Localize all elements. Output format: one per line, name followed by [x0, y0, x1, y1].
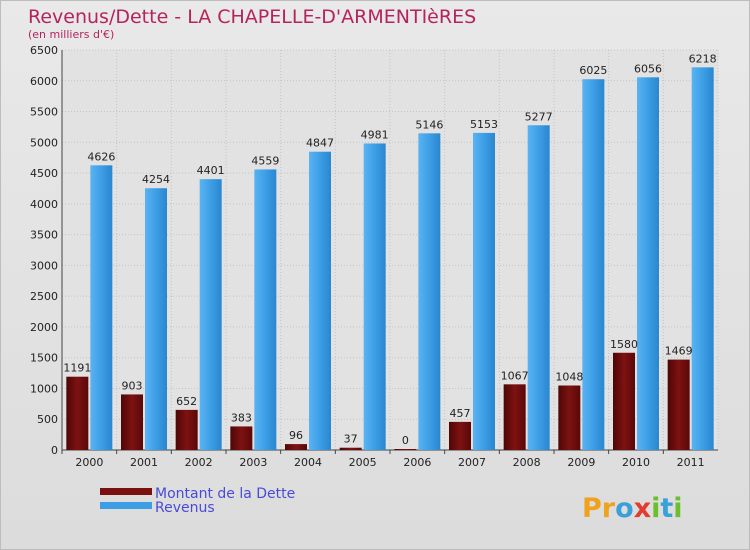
bar-dette: [121, 394, 143, 450]
data-label-revenus: 5277: [525, 110, 553, 123]
x-tick-label: 2009: [567, 456, 595, 469]
y-tick-label: 3000: [30, 259, 58, 272]
y-tick-label: 4000: [30, 198, 58, 211]
data-labels: 1191 903 652 383 96 37 0 457 1067 1048 1580 1469 462…: [63, 52, 716, 447]
logo-text: Proxiti: [582, 493, 683, 524]
data-label-dette: 1048: [555, 371, 583, 384]
x-tick-label: 2004: [294, 456, 322, 469]
bar-dette: [558, 385, 581, 450]
x-tick-label: 2001: [130, 456, 158, 469]
bar-revenus: [309, 151, 331, 450]
data-label-dette: 96: [289, 429, 303, 442]
bar-dette: [613, 352, 635, 450]
x-tick-label: 2006: [403, 456, 431, 469]
y-tick-label: 6000: [30, 75, 58, 88]
bar-dette: [394, 449, 417, 450]
bar-revenus: [363, 143, 386, 450]
data-label-revenus: 4401: [197, 164, 225, 177]
legend-swatch: [100, 488, 152, 495]
x-tick-label: 2010: [622, 456, 650, 469]
data-label-dette: 903: [122, 379, 143, 392]
bar-revenus: [418, 133, 441, 451]
data-label-dette: 383: [231, 411, 252, 424]
x-tick-label: 2002: [185, 456, 213, 469]
x-tick-label: 2011: [677, 456, 705, 469]
chart-subtitle: (en milliers d'€): [28, 28, 114, 41]
bar-revenus: [199, 179, 222, 450]
data-label-dette: 457: [450, 407, 471, 420]
data-label-dette: 0: [402, 434, 409, 447]
bar-dette: [503, 384, 526, 450]
y-tick-label: 0: [51, 444, 58, 457]
y-tick-label: 500: [37, 413, 58, 426]
bar-revenus: [473, 132, 495, 450]
bar-dette: [66, 376, 89, 450]
bar-revenus: [691, 67, 714, 450]
bar-revenus: [582, 79, 605, 450]
y-tick-label: 6500: [30, 44, 58, 57]
data-label-revenus: 6056: [634, 62, 662, 75]
data-label-dette: 37: [344, 433, 358, 446]
data-label-dette: 1580: [610, 338, 638, 351]
bar-dette: [339, 447, 362, 450]
y-tick-label: 4500: [30, 167, 58, 180]
legend-label: Montant de la Dette: [155, 486, 295, 502]
bar-dette: [285, 444, 307, 450]
data-label-dette: 652: [176, 395, 197, 408]
data-label-revenus: 4254: [142, 173, 170, 186]
y-tick-label: 2000: [30, 321, 58, 334]
x-tick-label: 2003: [239, 456, 267, 469]
axes: 0 500 1000 1500 2000 2500 3000 3500 4000 4500 5000…: [30, 44, 718, 469]
y-tick-label: 5000: [30, 136, 58, 149]
data-label-revenus: 6218: [689, 52, 717, 65]
y-tick-label: 1000: [30, 382, 58, 395]
data-label-revenus: 4847: [306, 137, 334, 150]
bar-revenus: [637, 77, 659, 451]
bar-dette: [175, 409, 198, 450]
bar-dette: [667, 359, 690, 450]
y-tick-label: 3500: [30, 229, 58, 242]
data-label-dette: 1067: [501, 369, 529, 382]
bar-dette: [230, 426, 253, 450]
legend-swatch: [100, 502, 152, 509]
data-label-revenus: 4981: [361, 128, 389, 141]
y-tick-label: 1500: [30, 352, 58, 365]
data-label-revenus: 4626: [87, 150, 115, 163]
chart-title: Revenus/Dette - LA CHAPELLE-D'ARMENTIèRE…: [28, 6, 476, 28]
proxiti-logo: Proxiti: [582, 493, 683, 524]
data-label-dette: 1469: [665, 345, 693, 358]
y-tick-label: 5500: [30, 106, 58, 119]
y-tick-label: 2500: [30, 290, 58, 303]
bar-revenus: [527, 125, 550, 450]
x-tick-label: 2008: [513, 456, 541, 469]
x-tick-label: 2007: [458, 456, 486, 469]
data-label-revenus: 5153: [470, 118, 498, 131]
data-label-revenus: 5146: [415, 118, 443, 131]
data-label-revenus: 6025: [579, 64, 607, 77]
bars: [66, 67, 714, 451]
bar-revenus: [90, 165, 113, 451]
bar-revenus: [145, 188, 167, 450]
bar-dette: [449, 421, 471, 450]
x-tick-label: 2000: [75, 456, 103, 469]
bar-revenus: [254, 169, 277, 450]
x-tick-label: 2005: [349, 456, 377, 469]
data-label-revenus: 4559: [251, 154, 279, 167]
data-label-dette: 1191: [63, 362, 91, 375]
legend-label: Revenus: [155, 500, 215, 516]
